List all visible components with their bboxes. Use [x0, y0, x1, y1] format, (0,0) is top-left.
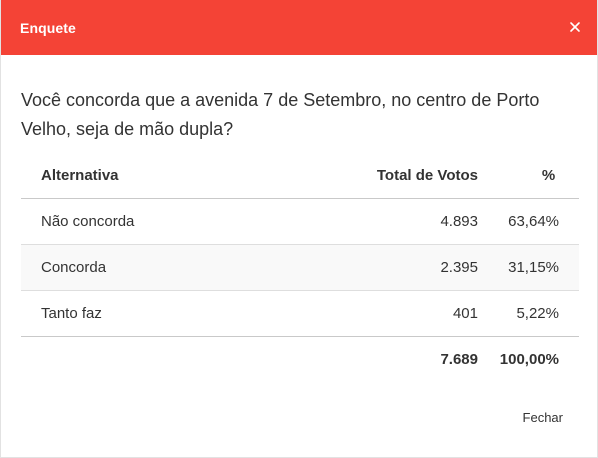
- header-percent: %: [478, 153, 579, 199]
- close-icon: [570, 22, 580, 32]
- row-percent: 5,22%: [478, 290, 579, 337]
- row-percent: 63,64%: [478, 198, 579, 245]
- modal-title: Enquete: [20, 19, 76, 36]
- table-row: Concorda 2.395 31,15%: [21, 244, 579, 291]
- row-votes: 2.395: [321, 244, 478, 291]
- row-votes: 401: [321, 290, 478, 337]
- poll-question: Você concorda que a avenida 7 de Setembr…: [21, 90, 540, 139]
- row-alternative: Não concorda: [21, 198, 321, 245]
- row-votes: 4.893: [321, 198, 478, 245]
- total-votes: 7.689: [440, 350, 478, 368]
- row-percent: 31,15%: [478, 244, 579, 291]
- header-alternative: Alternativa: [21, 153, 321, 199]
- table-row: Não concorda 4.893 63,64%: [21, 198, 579, 245]
- row-alternative: Concorda: [21, 244, 321, 291]
- results-table: Alternativa Total de Votos % Não concord…: [21, 153, 579, 381]
- fechar-button[interactable]: Fechar: [522, 410, 563, 425]
- total-percent: 100,00%: [499, 350, 559, 368]
- totals-spacer: [21, 337, 321, 382]
- header-votes: Total de Votos: [321, 153, 478, 199]
- totals-row: 7.689 100,00%: [21, 337, 579, 382]
- modal-header: Enquete: [1, 0, 597, 55]
- row-alternative: Tanto faz: [21, 290, 321, 337]
- table-header-row: Alternativa Total de Votos %: [21, 153, 579, 199]
- table-row: Tanto faz 401 5,22%: [21, 290, 579, 337]
- close-button[interactable]: [565, 17, 585, 37]
